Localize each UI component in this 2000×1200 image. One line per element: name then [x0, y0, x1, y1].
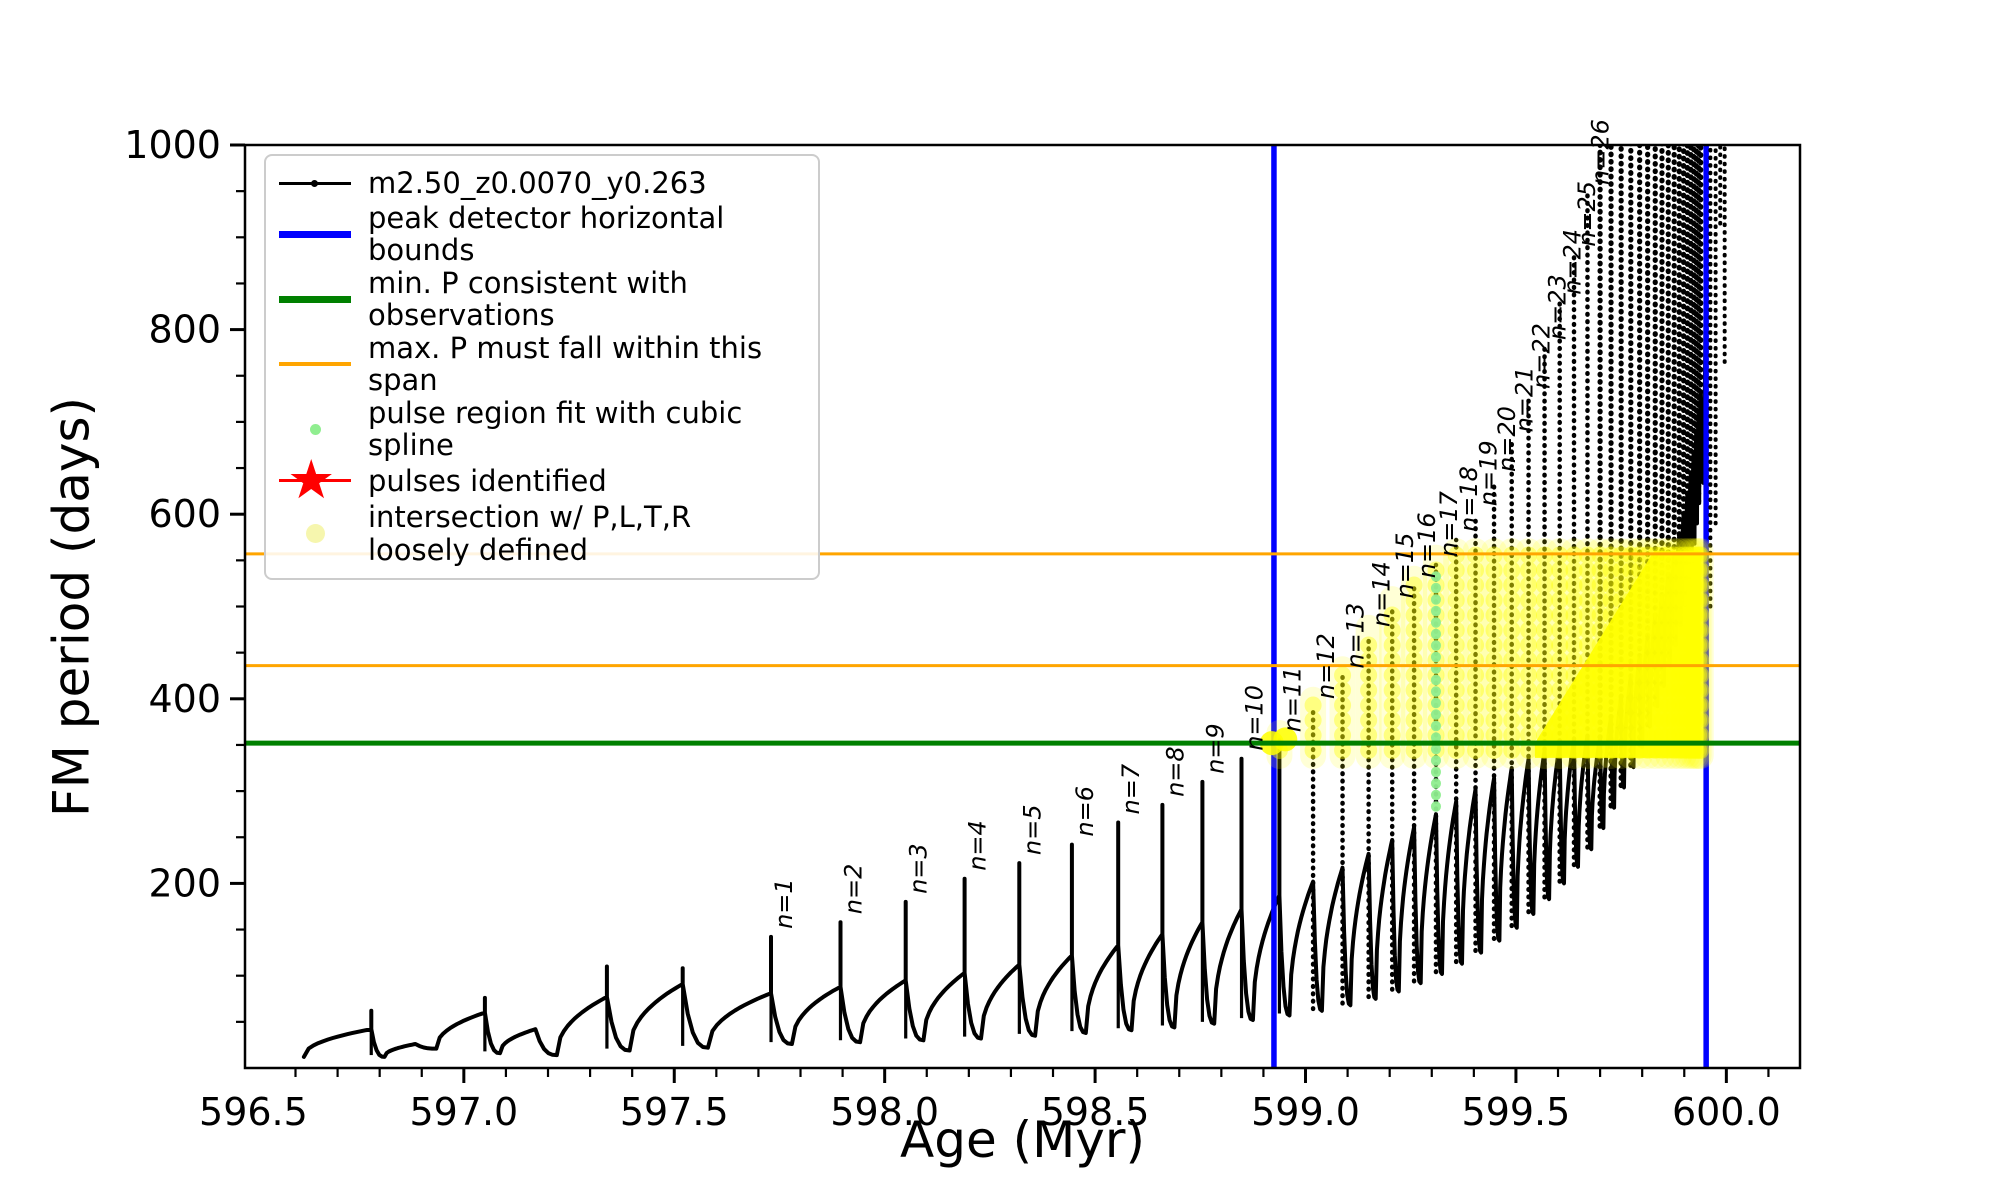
pulse-label: n=14 [1368, 561, 1396, 627]
pulse-label: n=25 [1573, 181, 1601, 247]
y-tick-label: 400 [148, 677, 221, 721]
legend-label: intersection w/ P,L,T,R loosely defined [368, 500, 692, 567]
pulse-label: n=15 [1391, 533, 1419, 599]
pulse-label: n=13 [1342, 603, 1370, 669]
pulse-label: n=5 [1018, 805, 1046, 856]
y-tick-label: 200 [148, 861, 221, 905]
pulse-label: n=6 [1071, 786, 1099, 837]
green-line-swatch [272, 280, 358, 318]
series-line-swatch [272, 164, 358, 202]
pulse-spikes [369, 145, 1704, 1056]
pulse-label: n=3 [905, 843, 933, 894]
legend-item-min-p: min. P consistent with observations [272, 267, 808, 332]
x-tick-label: 600.0 [1672, 1090, 1781, 1134]
pulse-label: n=7 [1117, 763, 1145, 814]
yellow-dot-icon [272, 515, 358, 553]
y-axis-title: FM period (days) [42, 397, 101, 817]
legend-label: min. P consistent with observations [368, 265, 688, 333]
pulse-label: n=12 [1312, 633, 1340, 699]
legend-label: max. P must fall within this span [368, 330, 763, 398]
pulse-label: n=20 [1493, 406, 1521, 472]
pulse-label: n=24 [1559, 229, 1587, 295]
y-tick-label: 1000 [124, 123, 221, 167]
legend-item-spline-fit: pulse region fit with cubic spline [272, 397, 808, 462]
pulse-label: n=8 [1161, 746, 1189, 797]
plot-area [245, 145, 1800, 1068]
legend-label: pulses identified [368, 463, 607, 498]
intersection-blob [1534, 551, 1701, 758]
x-tick-label: 598.0 [830, 1090, 939, 1134]
x-tick-label: 597.5 [620, 1090, 729, 1134]
pulse-label: n=21 [1511, 367, 1539, 433]
legend-item-pulses-identified: ★ pulses identified [272, 450, 808, 508]
pulse-label: n=1 [770, 878, 798, 929]
legend-item-intersection: intersection w/ P,L,T,R loosely defined [272, 500, 808, 568]
pulse-label: n=19 [1475, 440, 1503, 506]
pulse-label: n=22 [1528, 323, 1556, 389]
legend-item-max-p: max. P must fall within this span [272, 332, 808, 397]
pulse-label: n=16 [1413, 512, 1441, 578]
pulse-label: n=4 [964, 820, 992, 871]
x-tick-label: 598.5 [1041, 1090, 1150, 1134]
pulse-label: n=26 [1587, 119, 1615, 185]
x-tick-label: 597.0 [409, 1090, 518, 1134]
x-tick-label: 599.0 [1251, 1090, 1360, 1134]
pulse-label: n=17 [1435, 490, 1463, 557]
lightgreen-dot-icon [272, 410, 358, 448]
pulse-label: n=18 [1455, 466, 1483, 532]
legend-item-series: m2.50_z0.0070_y0.263 [272, 164, 808, 202]
legend: m2.50_z0.0070_y0.263 peak detector horiz… [264, 154, 820, 580]
legend-item-peak-detector-bounds: peak detector horizontal bounds [272, 202, 808, 267]
pulse-label: n=9 [1201, 723, 1229, 774]
x-axis-title: Age (Myr) [900, 1111, 1145, 1169]
red-star-icon: ★ [272, 450, 358, 508]
y-tick-label: 600 [148, 492, 221, 536]
x-tick-label: 596.5 [199, 1090, 308, 1134]
x-tick-label: 599.5 [1462, 1090, 1571, 1134]
blue-line-swatch [272, 215, 358, 253]
post-bound-spikes [1708, 145, 1727, 609]
legend-label: peak detector horizontal bounds [368, 201, 725, 268]
ticks: 596.5 597.0 597.5 598.0 598.5 599.0 599.5 600.0… [124, 123, 1780, 1134]
pulse-label: n=10 [1241, 685, 1269, 751]
pulse-label: n=23 [1544, 274, 1572, 340]
y-tick-label: 800 [148, 308, 221, 352]
pulse-labels: n=1 n=2 n=3 n=4 n=5 n=6 n=7 n=8 n=9 n=10 n=11n=12 n… [770, 119, 1615, 929]
pulse-label: n=11 [1278, 666, 1306, 732]
peak-detector-bounds-lines [1271, 145, 1709, 1068]
legend-label: pulse region fit with cubic spline [368, 395, 743, 463]
orange-line-swatch [272, 345, 358, 383]
legend-label: m2.50_z0.0070_y0.263 [368, 165, 707, 200]
pulse-label: n=2 [840, 864, 868, 915]
